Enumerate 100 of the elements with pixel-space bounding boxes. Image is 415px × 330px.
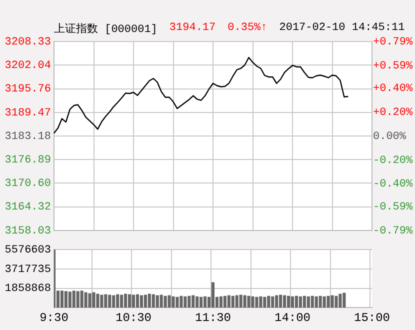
bar xyxy=(72,290,76,308)
y-tick-label: 3717735 xyxy=(4,264,51,276)
y-tick-label: 3202.04 xyxy=(4,60,52,72)
bar xyxy=(247,296,250,308)
y-tick-label: 3176.89 xyxy=(4,154,51,167)
bar xyxy=(298,296,302,308)
bar xyxy=(180,296,183,308)
y-tick-label: 3208.33 xyxy=(4,36,51,49)
bar xyxy=(204,296,207,308)
bar xyxy=(314,296,318,308)
bar xyxy=(172,296,175,308)
bar xyxy=(318,296,322,308)
bar xyxy=(279,294,282,308)
bar xyxy=(68,292,72,308)
bar xyxy=(243,295,246,308)
bar xyxy=(124,294,128,308)
bar xyxy=(290,296,294,308)
bar xyxy=(263,296,266,308)
bar xyxy=(275,295,278,308)
bar xyxy=(168,295,171,308)
bar xyxy=(176,296,179,308)
bar xyxy=(286,296,290,308)
bar xyxy=(267,296,270,308)
bar xyxy=(326,296,330,308)
y2-tick-label: +0.40% xyxy=(373,83,414,96)
y-tick-label: 3189.47 xyxy=(4,107,51,120)
bar xyxy=(120,294,124,308)
y2-tick-label: 0.00% xyxy=(373,130,406,143)
bar xyxy=(338,294,342,308)
y2-tick-label: +0.59% xyxy=(373,60,414,72)
bar xyxy=(128,294,132,308)
bar xyxy=(200,296,203,308)
x-tick-label: 11:30 xyxy=(194,310,232,325)
bar xyxy=(231,296,234,308)
text: 2017-02-10 14:45:11 xyxy=(279,22,405,34)
bar xyxy=(188,296,191,308)
bar xyxy=(255,296,258,308)
bar xyxy=(330,295,334,308)
bar xyxy=(136,294,140,308)
x-tick-label: 10:30 xyxy=(115,310,152,325)
bar xyxy=(184,296,187,308)
bar xyxy=(322,296,326,308)
x-tick-label: 14:00 xyxy=(274,310,311,325)
y2-tick-label: -0.20% xyxy=(373,154,414,167)
bar xyxy=(100,294,104,308)
bar xyxy=(64,291,68,308)
bar xyxy=(227,295,230,308)
bar xyxy=(108,294,112,308)
bar xyxy=(60,290,64,308)
bar xyxy=(152,294,155,308)
bar xyxy=(92,292,96,308)
bar xyxy=(302,296,306,308)
bar xyxy=(96,294,100,308)
text: 0.35%↑ xyxy=(228,22,268,34)
bar xyxy=(116,294,120,308)
y2-tick-label: -0.40% xyxy=(373,178,414,191)
bar xyxy=(192,295,195,308)
chart-title: 上证指数 [000001] xyxy=(54,22,158,36)
x-tick-label: 15:00 xyxy=(354,310,390,325)
y2-tick-label: -0.59% xyxy=(373,201,414,214)
bar xyxy=(160,294,163,308)
y-tick-label: 3164.32 xyxy=(4,202,51,214)
bar xyxy=(164,296,167,308)
y2-tick-label: +0.20% xyxy=(373,107,414,120)
y-tick-label: 3158.03 xyxy=(4,225,51,238)
bar xyxy=(211,282,215,308)
chart-subtitle: 3194.17 xyxy=(169,22,216,34)
bar xyxy=(76,291,80,308)
bar xyxy=(306,296,310,308)
bar xyxy=(235,295,238,308)
bar xyxy=(196,296,199,308)
bar xyxy=(112,295,116,308)
bar xyxy=(84,292,88,308)
bar xyxy=(271,296,274,308)
y-tick-label: 5576603 xyxy=(4,244,51,257)
bar xyxy=(104,294,108,308)
bar xyxy=(239,294,242,308)
y-tick-label: 3170.60 xyxy=(4,178,51,190)
bar xyxy=(310,296,314,308)
bar xyxy=(144,294,147,308)
bar xyxy=(132,294,136,308)
y-tick-label: 3183.18 xyxy=(4,130,51,143)
bar xyxy=(334,296,338,308)
bar xyxy=(251,296,254,308)
bar xyxy=(294,296,298,308)
bar xyxy=(342,292,346,308)
x-tick-label: 9:30 xyxy=(40,310,68,325)
bar xyxy=(219,296,222,308)
bar xyxy=(259,296,262,308)
bar xyxy=(283,295,286,308)
y-tick-label: 1858868 xyxy=(4,283,51,296)
bar xyxy=(80,290,84,308)
y-tick-label: 3195.76 xyxy=(4,84,51,96)
bar xyxy=(223,296,226,308)
y2-tick-label: -0.79% xyxy=(373,225,414,238)
bar xyxy=(156,295,159,308)
bar xyxy=(140,295,143,308)
bar xyxy=(88,293,92,308)
bar xyxy=(148,294,151,308)
y2-tick-label: +0.79% xyxy=(373,36,414,49)
